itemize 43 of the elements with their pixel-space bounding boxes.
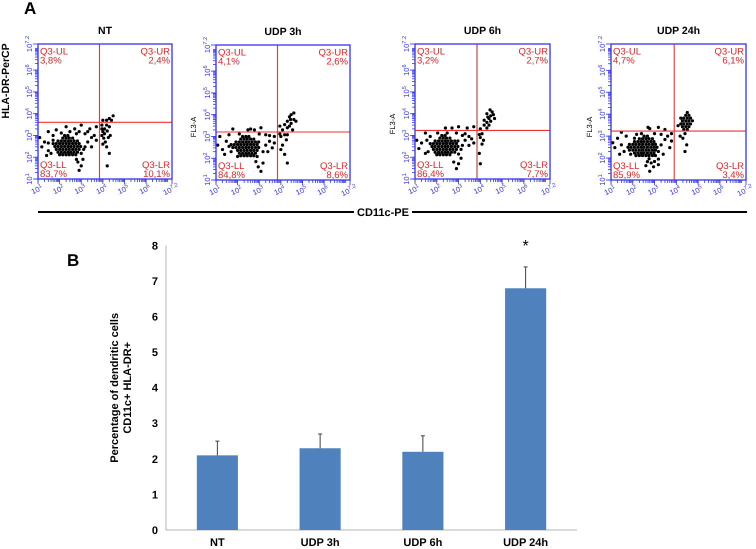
- y-tick-label: 7: [152, 276, 158, 288]
- annotation: Q3-LR 10,1%: [142, 160, 171, 180]
- x-tick-label: UDP 24h: [503, 537, 548, 549]
- chart-title: UDP 3h: [264, 26, 302, 38]
- annotation: Q3-UR 2,7%: [518, 46, 549, 66]
- annotation: Q3-LR 3,4%: [716, 161, 745, 181]
- annotation: Q3-UL 4,1%: [218, 48, 246, 68]
- annotation: Q3-UR 6,1%: [714, 46, 745, 66]
- y-tick-label: 4: [152, 382, 159, 395]
- annotation: Q3-UL 4,7%: [613, 46, 641, 66]
- annotation: Q3-LL 86,4%: [417, 160, 444, 180]
- bar: [196, 455, 238, 530]
- chart-title: UDP 24h: [657, 25, 700, 37]
- annotation: Q3-LL 84,8%: [218, 161, 246, 181]
- y-tick-label: 2: [152, 454, 158, 466]
- y-tick-label: 8: [152, 240, 158, 252]
- chart-title: UDP 6h: [464, 25, 502, 37]
- annotation: Q3-UL 3,2%: [417, 46, 445, 66]
- y-tick-label: 5: [152, 347, 158, 360]
- annotation: *: [522, 238, 529, 255]
- y-tick-label: 1: [152, 489, 158, 502]
- y-tick-label: 0: [152, 524, 158, 537]
- annotation: Q3-UL 3,8%: [40, 46, 68, 66]
- annotation: Q3-LR 7,7%: [520, 160, 549, 180]
- y-axis-title: HLA-DR-PerCP: [0, 43, 12, 119]
- annotation: Q3-UR 2,4%: [140, 46, 171, 66]
- annotation: Q3-LL 85,9%: [613, 161, 640, 181]
- bar: [402, 452, 444, 530]
- x-tick-label: UDP 3h: [300, 537, 340, 549]
- y-axis-title: Percentage of dendritic cells CD11c+ HLA-DR+: [109, 312, 134, 463]
- annotation: Q3-UR 2,6%: [318, 48, 349, 68]
- text: B: [67, 251, 80, 270]
- y-tick-label: 3: [152, 418, 158, 430]
- chart-title: NT: [98, 25, 113, 37]
- text: CD11c-PE: [357, 207, 409, 219]
- bar: [300, 448, 341, 530]
- text: A: [24, 0, 36, 18]
- annotation: Q3-LL 83,7%: [40, 160, 68, 180]
- y-tick-label: 6: [152, 312, 158, 324]
- annotation: Q3-LR 8,6%: [320, 161, 349, 181]
- bar: [505, 288, 546, 530]
- x-tick-label: UDP 6h: [403, 537, 443, 549]
- x-tick-label: NT: [210, 537, 225, 549]
